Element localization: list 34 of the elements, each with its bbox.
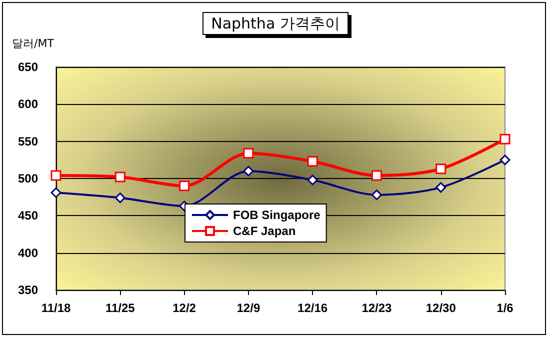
point xyxy=(500,154,510,166)
y-tick-label: 450 xyxy=(18,208,38,223)
point xyxy=(307,156,318,167)
x-tick-label: 12/23 xyxy=(362,301,392,315)
x-tick-label: 12/9 xyxy=(236,301,260,315)
x-tick-label: 11/25 xyxy=(105,301,136,315)
point xyxy=(371,190,382,200)
point xyxy=(500,134,510,144)
y-axis-title: 달러/MT xyxy=(12,37,54,50)
point xyxy=(50,170,62,181)
x-tick-label: 12/2 xyxy=(172,301,196,315)
y-tick-label: 500 xyxy=(18,172,38,186)
point xyxy=(436,182,446,193)
x-tick-label: 11/18 xyxy=(41,301,72,315)
point xyxy=(179,180,190,192)
x-tick-label: 12/30 xyxy=(426,301,456,315)
x-tick-label: 1/6 xyxy=(496,301,514,315)
y-tick-label: 350 xyxy=(18,283,38,297)
point xyxy=(50,187,62,198)
chart-title: Naphtha 가격추이 xyxy=(211,14,340,32)
y-tick-label: 400 xyxy=(18,246,38,260)
point xyxy=(436,164,446,174)
point xyxy=(371,170,382,181)
point xyxy=(243,148,254,158)
point xyxy=(243,166,254,176)
y-tick-label: 550 xyxy=(18,134,38,148)
legend-label: C&F Japan xyxy=(233,224,296,238)
point xyxy=(307,174,318,186)
y-tick-label: 650 xyxy=(18,60,38,74)
y-tick-label: 600 xyxy=(18,97,38,112)
x-tick-label: 12/16 xyxy=(298,301,328,315)
legend-label: FOB Singapore xyxy=(233,208,321,222)
point xyxy=(114,192,126,204)
point xyxy=(114,172,126,182)
